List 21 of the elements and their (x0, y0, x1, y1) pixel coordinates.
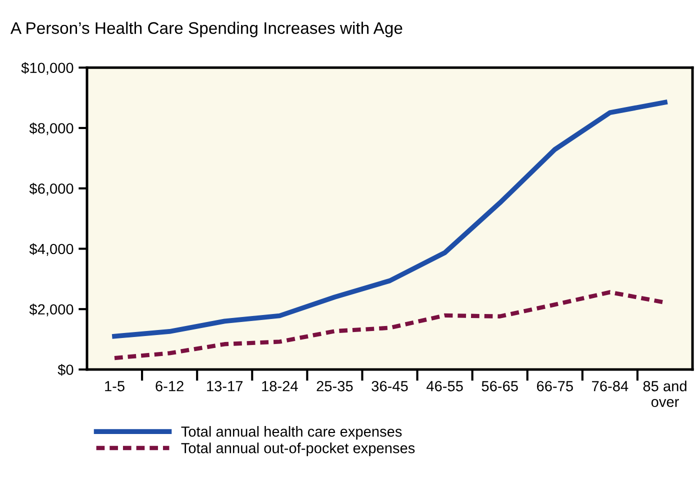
y-tick-label: $0 (58, 364, 74, 376)
x-tick-label: 36-45 (372, 380, 408, 392)
y-tick-label: $2,000 (29, 304, 74, 316)
y-tick-label: $6,000 (29, 182, 74, 196)
y-tick-label: $8,000 (29, 122, 74, 136)
x-tick-label: 46-55 (426, 380, 463, 392)
x-tick-label: 13-17 (207, 380, 243, 392)
x-tick-label: 1-5 (105, 381, 124, 392)
y-tick-label: $10,000 (21, 62, 74, 75)
x-tick-label: 25-35 (316, 380, 353, 392)
line-series (112, 100, 668, 339)
chart-title: A Person’s Health Care Spending Increases with Age (10, 22, 402, 38)
x-tick-label: 85 and over (643, 380, 686, 408)
x-tick-label: 76-84 (592, 380, 628, 392)
x-tick-label: 56-65 (482, 380, 518, 392)
y-tick-label: $4,000 (29, 243, 74, 256)
x-tick-label: 18-24 (262, 380, 298, 392)
legend-label: Total annual out-of-pocket expenses (181, 442, 415, 456)
x-tick-label: 6-12 (156, 380, 184, 392)
x-tick-label: 66-75 (536, 380, 573, 392)
legend-label: Total annual health care expenses (181, 426, 402, 440)
